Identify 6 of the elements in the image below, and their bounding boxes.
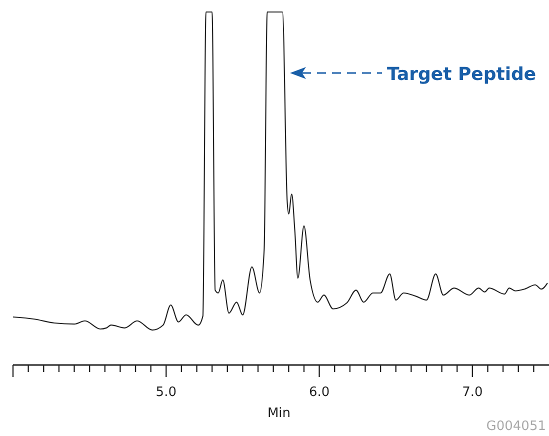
x-tick-label: 5.0	[156, 385, 176, 400]
x-tick-label: 7.0	[462, 385, 483, 400]
x-axis-title: Min	[267, 406, 291, 421]
x-tick-label: 6.0	[308, 385, 330, 400]
text: G004051	[486, 419, 546, 434]
annotation: Target Peptide	[387, 64, 536, 85]
